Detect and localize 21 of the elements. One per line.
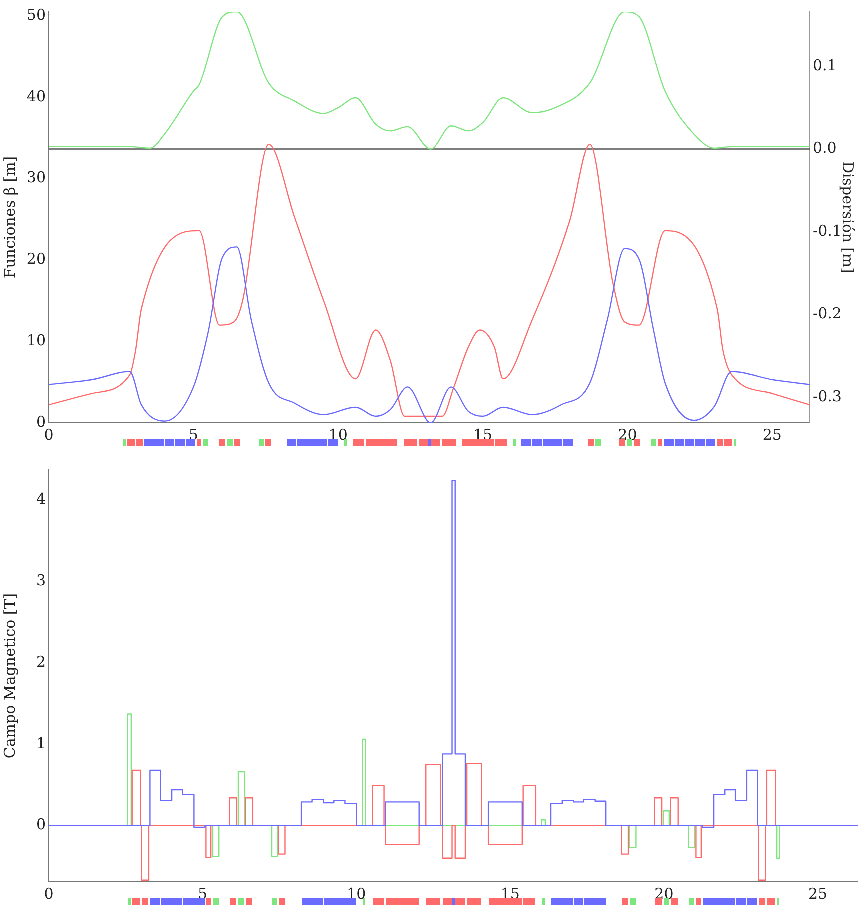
y-tick-label: 50 xyxy=(26,6,46,24)
y-tick-label: 0 xyxy=(36,816,46,834)
y2-tick-label: 0.0 xyxy=(813,139,837,158)
y-tick-label: 0 xyxy=(36,412,46,431)
y2-tick-label: -0.1 xyxy=(813,222,842,240)
y-tick-label: 1 xyxy=(36,734,46,752)
y2-tick-label: -0.3 xyxy=(813,387,842,406)
y2-axis-title: Dispersión [m] xyxy=(839,161,858,274)
y-axis-title: Campo Magnetico [T] xyxy=(0,593,19,759)
y2-tick-label: -0.2 xyxy=(813,304,842,323)
y-tick-label: 20 xyxy=(26,250,46,268)
x-tick-label: 25 xyxy=(762,426,782,444)
y-tick-label: 2 xyxy=(36,652,46,671)
y2-tick-label: 0.1 xyxy=(813,56,837,74)
y-tick-label: 3 xyxy=(36,571,46,590)
y-tick-label: 30 xyxy=(26,168,46,187)
y-tick-label: 10 xyxy=(26,332,46,350)
y-tick-label: 40 xyxy=(26,87,46,106)
x-tick-label: 25 xyxy=(808,884,828,903)
y-axis-title: Funciones β [m] xyxy=(0,156,19,279)
y-tick-label: 4 xyxy=(36,490,46,508)
